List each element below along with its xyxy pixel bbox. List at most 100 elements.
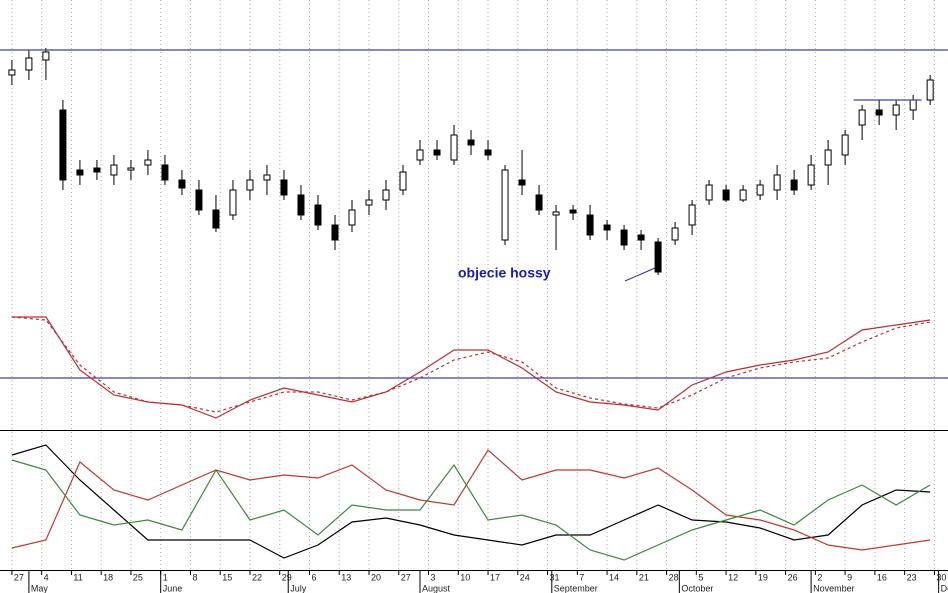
candle-body bbox=[382, 189, 390, 201]
candle-body bbox=[433, 149, 441, 156]
candle-body bbox=[467, 139, 475, 146]
candle-body bbox=[314, 204, 322, 226]
candle-body bbox=[178, 179, 186, 189]
candle-body bbox=[195, 189, 203, 211]
candle-body bbox=[93, 167, 101, 173]
candle-body bbox=[722, 189, 730, 201]
indicator-line bbox=[11, 459, 931, 561]
x-tick-label: 25 bbox=[133, 572, 143, 582]
x-tick-label: 13 bbox=[341, 572, 351, 582]
candle-body bbox=[824, 149, 832, 166]
candle-body bbox=[790, 179, 798, 191]
candle-body bbox=[909, 99, 917, 111]
candle-body bbox=[144, 159, 152, 166]
x-tick-label: 27 bbox=[14, 572, 24, 582]
candle-body bbox=[552, 211, 560, 216]
x-tick-label: 18 bbox=[103, 572, 113, 582]
x-tick-label: 5 bbox=[698, 572, 703, 582]
candle-body bbox=[348, 209, 356, 226]
annotation-arrow bbox=[624, 267, 656, 282]
candle-body bbox=[212, 209, 220, 229]
x-tick-label: 7 bbox=[579, 572, 584, 582]
x-tick-label: 12 bbox=[728, 572, 738, 582]
candle-body bbox=[705, 184, 713, 201]
annotation: objecie hossy bbox=[458, 265, 551, 281]
candle-body bbox=[501, 169, 509, 241]
candle-body bbox=[59, 109, 67, 181]
x-tick-label: 4 bbox=[44, 572, 49, 582]
x-tick-label: 31 bbox=[550, 572, 560, 582]
candle-body bbox=[331, 224, 339, 241]
candle-body bbox=[739, 189, 747, 201]
candle-body bbox=[671, 227, 679, 241]
x-tick-label: 21 bbox=[639, 572, 649, 582]
x-tick-label: 6 bbox=[311, 572, 316, 582]
candle-body bbox=[926, 79, 934, 101]
candle-body bbox=[280, 179, 288, 196]
candle-body bbox=[263, 174, 271, 181]
candle-body bbox=[841, 134, 849, 156]
x-tick-label: 22 bbox=[252, 572, 262, 582]
candle-body bbox=[229, 189, 237, 216]
month-label: June bbox=[163, 583, 183, 593]
candle-body bbox=[8, 69, 16, 76]
x-tick-label: 24 bbox=[520, 572, 530, 582]
month-label: May bbox=[31, 583, 49, 593]
candle-body bbox=[161, 164, 169, 181]
candle-body bbox=[365, 199, 373, 206]
x-tick-label: 28 bbox=[669, 572, 679, 582]
candle-body bbox=[76, 169, 84, 176]
x-tick-label: 10 bbox=[460, 572, 470, 582]
x-tick-label: 8 bbox=[192, 572, 197, 582]
candle-body bbox=[603, 224, 611, 231]
candle-body bbox=[756, 184, 764, 196]
candle-body bbox=[858, 109, 866, 126]
x-tick-label: 11 bbox=[73, 572, 82, 582]
x-tick-label: 29 bbox=[282, 572, 292, 582]
x-tick-label: 20 bbox=[371, 572, 381, 582]
candle-body bbox=[25, 57, 33, 71]
x-tick-label: 30 bbox=[936, 572, 946, 582]
x-tick-label: 16 bbox=[877, 572, 887, 582]
candle-body bbox=[654, 241, 662, 273]
candle-body bbox=[586, 214, 594, 236]
candle-body bbox=[484, 149, 492, 156]
x-tick-label: 2 bbox=[817, 572, 822, 582]
candle-body bbox=[110, 164, 118, 176]
month-label: July bbox=[290, 583, 307, 593]
candle-body bbox=[518, 179, 526, 186]
x-tick-label: 19 bbox=[758, 572, 768, 582]
x-tick-label: 15 bbox=[222, 572, 232, 582]
candle-body bbox=[892, 104, 900, 116]
x-tick-label: 1 bbox=[163, 572, 168, 582]
month-label: October bbox=[681, 583, 713, 593]
x-tick-label: 23 bbox=[907, 572, 917, 582]
candle-body bbox=[399, 171, 407, 191]
x-tick-label: 26 bbox=[788, 572, 798, 582]
indicator-line bbox=[11, 316, 931, 413]
candle-body bbox=[127, 167, 135, 171]
indicator-line bbox=[11, 444, 931, 559]
candle-body bbox=[875, 109, 883, 116]
x-tick-label: 14 bbox=[609, 572, 619, 582]
month-label: August bbox=[422, 583, 451, 593]
candle-body bbox=[620, 229, 628, 246]
indicator-line bbox=[11, 449, 931, 551]
candle-body bbox=[297, 194, 305, 216]
candle-body bbox=[450, 134, 458, 161]
candle-body bbox=[42, 51, 50, 61]
month-label: November bbox=[813, 583, 855, 593]
candle-body bbox=[688, 204, 696, 226]
x-tick-label: 9 bbox=[847, 572, 852, 582]
month-label: December bbox=[941, 583, 948, 593]
candle-body bbox=[416, 149, 424, 161]
month-label: September bbox=[554, 583, 598, 593]
candle-body bbox=[246, 179, 254, 191]
candle-body bbox=[535, 194, 543, 211]
candle-body bbox=[807, 164, 815, 186]
candle-body bbox=[637, 234, 645, 241]
candle-body bbox=[569, 209, 577, 214]
x-tick-label: 27 bbox=[401, 572, 411, 582]
